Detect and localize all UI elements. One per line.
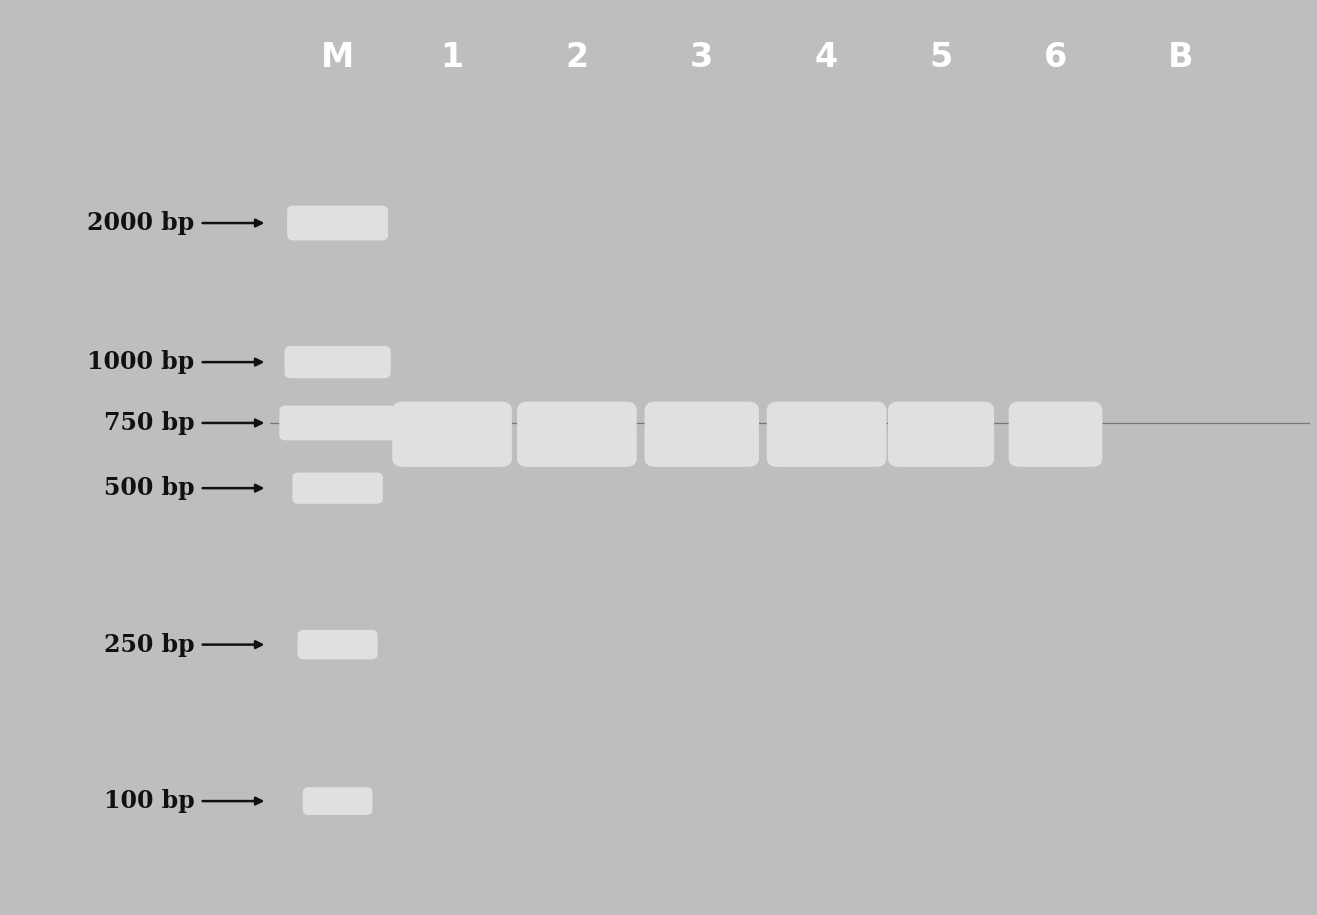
Text: 1: 1 (440, 41, 464, 74)
FancyBboxPatch shape (303, 787, 373, 815)
Text: 3: 3 (690, 41, 714, 74)
Text: 2000 bp: 2000 bp (87, 211, 195, 235)
Text: 750 bp: 750 bp (104, 411, 195, 435)
FancyBboxPatch shape (287, 206, 389, 241)
Text: B: B (1168, 41, 1193, 74)
FancyBboxPatch shape (284, 346, 391, 378)
FancyBboxPatch shape (644, 402, 759, 467)
Text: 1000 bp: 1000 bp (87, 350, 195, 374)
Text: 6: 6 (1044, 41, 1067, 74)
FancyBboxPatch shape (766, 402, 886, 467)
Text: 500 bp: 500 bp (104, 476, 195, 501)
Text: 2: 2 (565, 41, 589, 74)
FancyBboxPatch shape (1009, 402, 1102, 467)
Text: 100 bp: 100 bp (104, 789, 195, 813)
FancyBboxPatch shape (518, 402, 636, 467)
Text: M: M (321, 41, 354, 74)
Text: 250 bp: 250 bp (104, 632, 195, 657)
Text: 4: 4 (815, 41, 838, 74)
FancyBboxPatch shape (392, 402, 512, 467)
FancyBboxPatch shape (888, 402, 994, 467)
FancyBboxPatch shape (298, 630, 378, 660)
Text: 5: 5 (930, 41, 952, 74)
FancyBboxPatch shape (292, 472, 383, 504)
FancyBboxPatch shape (279, 405, 396, 440)
